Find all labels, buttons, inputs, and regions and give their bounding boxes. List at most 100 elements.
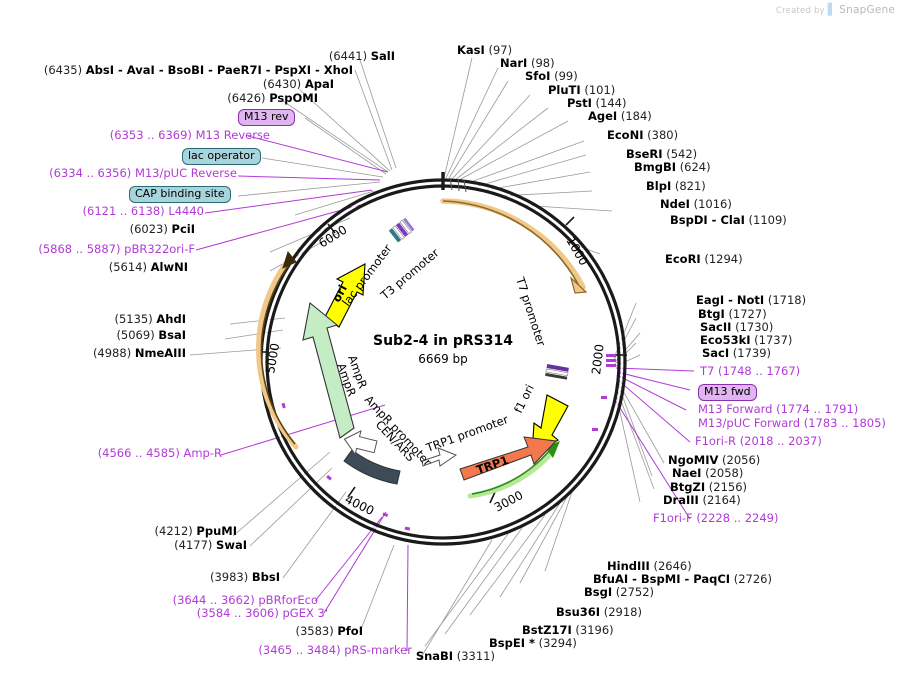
enzyme-saci: SacI	[702, 346, 730, 360]
label-pgex3[interactable]: (3584 .. 3606) pGEX 3'	[197, 607, 328, 620]
label-draiii[interactable]: DraIII (2164)	[663, 494, 741, 507]
label-blpi[interactable]: BlpI (821)	[646, 180, 706, 193]
label-apai[interactable]: (6430) ApaI	[263, 78, 334, 91]
feature-label-trp1-promoter: TRP1 promoter	[423, 412, 510, 455]
pos-apai: (6430)	[262, 77, 302, 91]
label-eagi-noti[interactable]: EagI - NotI (1718)	[696, 294, 806, 307]
enzyme-pluti: PluTI	[548, 83, 581, 97]
label-amp-r[interactable]: (4566 .. 4585) Amp-R	[98, 447, 222, 460]
enzyme-bspei: BspEI *	[489, 636, 535, 650]
pos-sacii: (1730)	[735, 320, 774, 334]
label-ahdi[interactable]: (5135) AhdI	[114, 313, 186, 326]
label-ngomiv[interactable]: NgoMIV (2056)	[668, 454, 760, 467]
pos-ppumi: (4212)	[154, 524, 193, 538]
label-ecori[interactable]: EcoRI (1294)	[665, 253, 743, 266]
pos-bsgi: (2752)	[615, 585, 655, 599]
label-l4440[interactable]: (6121 .. 6138) L4440	[83, 205, 204, 218]
label-kasi[interactable]: KasI (97)	[457, 44, 512, 57]
label-f1ori-f[interactable]: F1ori-F (2228 .. 2249)	[653, 512, 778, 525]
pos-swai: (4177)	[174, 538, 213, 552]
label-naei[interactable]: NaeI (2058)	[672, 467, 743, 480]
label-eco53ki[interactable]: Eco53kI (1737)	[700, 334, 792, 347]
label-hindiii[interactable]: HindIII (2646)	[607, 560, 692, 573]
enzyme-pfoi: PfoI	[337, 624, 363, 638]
label-saci[interactable]: SacI (1739)	[702, 347, 771, 360]
label-m13puc-forward[interactable]: M13/pUC Forward (1783 .. 1805)	[698, 417, 886, 430]
label-m13-reverse[interactable]: (6353 .. 6369) M13 Reverse	[110, 129, 270, 142]
label-bsgi[interactable]: BsgI (2752)	[584, 586, 654, 599]
label-bspdi-clai[interactable]: BspDI - ClaI (1109)	[670, 214, 787, 227]
label-m13-forward[interactable]: M13 Forward (1774 .. 1791)	[698, 403, 858, 416]
label-swai[interactable]: (4177) SwaI	[174, 539, 247, 552]
label-m13puc-reverse[interactable]: (6334 .. 6356) M13/pUC Reverse	[49, 167, 237, 180]
label-pfoi[interactable]: (3583) PfoI	[295, 625, 363, 638]
enzyme-ngomiv: NgoMIV	[668, 453, 719, 467]
pos-t7: (1748 .. 1767)	[718, 364, 801, 378]
primer-m13-reverse: M13 Reverse	[195, 128, 270, 142]
enzyme-nmeaiii: NmeAIII	[134, 346, 186, 360]
pos-bspei: (3294)	[538, 636, 577, 650]
tick-label-2000: 2000	[589, 343, 607, 375]
label-cap-binding-site[interactable]: CAP binding site	[129, 186, 231, 203]
label-bmgbi[interactable]: BmgBI (624)	[634, 161, 711, 174]
feature-label-f1-ori: f1 ori	[511, 382, 537, 415]
label-ppumi[interactable]: (4212) PpuMI	[155, 525, 237, 538]
primer-m13puc-forward: M13/pUC Forward	[698, 416, 801, 430]
label-pcii[interactable]: (6023) PciI	[130, 223, 195, 236]
label-sali[interactable]: (6441) SalI	[329, 50, 395, 63]
label-bsai[interactable]: (5069) BsaI	[116, 329, 186, 342]
pos-pluti: (101)	[584, 83, 616, 97]
pos-snabi: (3311)	[456, 649, 495, 663]
label-bseri[interactable]: BseRI (542)	[626, 148, 697, 161]
label-sfoi[interactable]: SfoI (99)	[525, 70, 578, 83]
label-psti[interactable]: PstI (144)	[567, 97, 626, 110]
pos-psti: (144)	[595, 96, 627, 110]
label-pluti[interactable]: PluTI (101)	[548, 84, 615, 97]
label-t7-primer[interactable]: T7 (1748 .. 1767)	[700, 365, 800, 378]
enzyme-sacii: SacII	[700, 320, 732, 334]
label-econi[interactable]: EcoNI (380)	[607, 129, 678, 142]
primer-t7: T7	[700, 364, 715, 378]
feature-label-ampr-promoter: AmpR promoter	[362, 392, 435, 469]
label-pbr322ori-f[interactable]: (5868 .. 5887) pBR322ori-F	[38, 243, 195, 256]
label-m13-fwd-badge[interactable]: M13 fwd	[698, 384, 757, 401]
label-bspei[interactable]: BspEI * (3294)	[489, 637, 577, 650]
primer-f1ori-r: F1ori-R	[695, 434, 737, 448]
label-ndei[interactable]: NdeI (1016)	[660, 198, 732, 211]
label-bbsi[interactable]: (3983) BbsI	[210, 571, 280, 584]
label-pbrforeco[interactable]: (3644 .. 3662) pBRforEco	[173, 594, 318, 607]
label-bstz17i[interactable]: BstZ17I (3196)	[522, 624, 614, 637]
label-absi-row[interactable]: (6435) AbsI - AvaI - BsoBI - PaeR7I - Ps…	[44, 64, 353, 77]
pos-naei: (2058)	[705, 466, 744, 480]
label-alwni[interactable]: (5614) AlwNI	[109, 261, 188, 274]
label-sacii[interactable]: SacII (1730)	[700, 321, 773, 334]
label-agei[interactable]: AgeI (184)	[588, 110, 652, 123]
enzyme-bstz17i: BstZ17I	[522, 623, 572, 637]
label-btgzi[interactable]: BtgZI (2156)	[670, 481, 747, 494]
label-nari[interactable]: NarI (98)	[500, 57, 555, 70]
label-prs-marker[interactable]: (3465 .. 3484) pRS-marker	[258, 644, 412, 657]
enzyme-bseri: BseRI	[626, 147, 663, 161]
pos-nari: (98)	[531, 56, 555, 70]
snapgene-watermark: Created by ▌ SnapGene	[776, 3, 895, 16]
ring-site-marks	[281, 354, 616, 531]
primer-m13puc-reverse: M13/pUC Reverse	[134, 166, 237, 180]
label-btgi[interactable]: BtgI (1727)	[698, 308, 767, 321]
label-snabi[interactable]: SnaBI (3311)	[416, 650, 495, 663]
plasmid-size: 6669 bp	[418, 352, 468, 366]
primer-pbr322ori-f: pBR322ori-F	[124, 242, 195, 256]
label-f1ori-r[interactable]: F1ori-R (2018 .. 2037)	[695, 435, 822, 448]
primer-l4440: L4440	[168, 204, 204, 218]
label-bfuai-bspmi-paqci[interactable]: BfuAI - BspMI - PaqCI (2726)	[593, 573, 772, 586]
label-lac-operator[interactable]: lac operator	[182, 148, 261, 165]
label-bsu36i[interactable]: Bsu36I (2918)	[556, 606, 642, 619]
label-m13-rev-badge[interactable]: M13 rev	[238, 109, 295, 126]
badge-lac-operator: lac operator	[182, 148, 261, 165]
primer-prs-marker: pRS-marker	[344, 643, 412, 657]
label-nmeaiii[interactable]: (4988) NmeAIII	[93, 347, 186, 360]
pos-bstz17i: (3196)	[575, 623, 614, 637]
label-pspomi[interactable]: (6426) PspOMI	[227, 92, 318, 105]
enzyme-pspomi: PspOMI	[269, 91, 318, 105]
pos-pfoi: (3583)	[295, 624, 334, 638]
enzyme-ndei: NdeI	[660, 197, 690, 211]
